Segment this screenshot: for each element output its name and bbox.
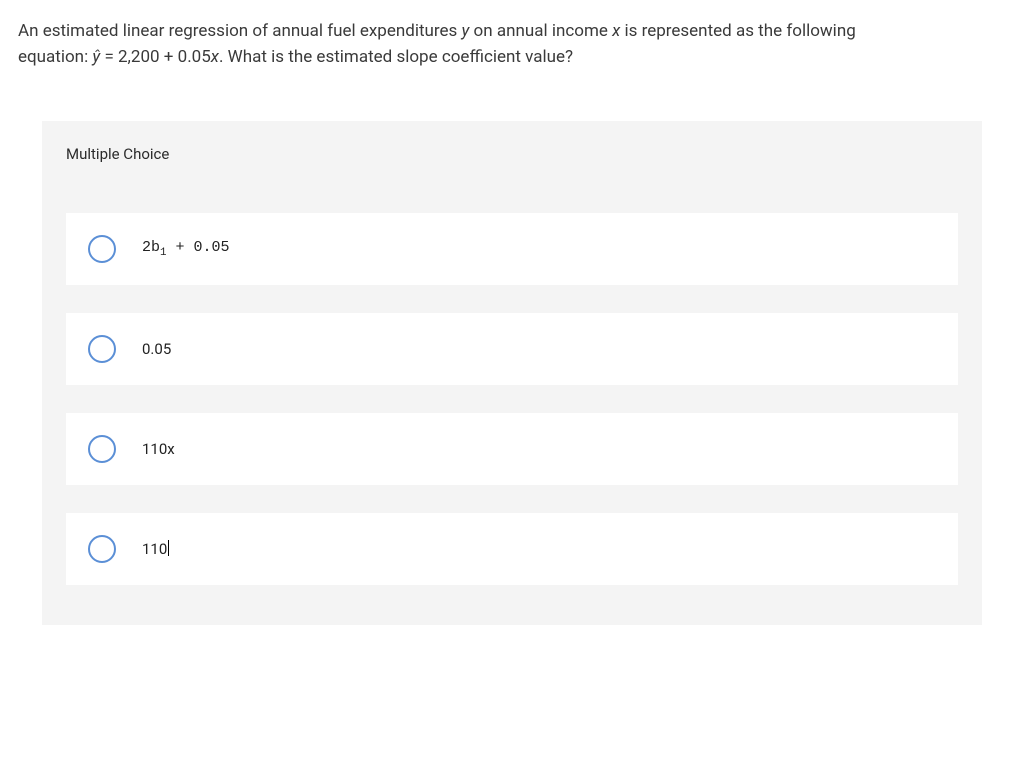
- options-list: 2b1 + 0.05 0.05 110x 110: [42, 213, 982, 625]
- question-eq-mid: = 2,200 + 0.05: [100, 47, 211, 67]
- multiple-choice-header: Multiple Choice: [42, 121, 982, 185]
- question-text: An estimated linear regression of annual…: [18, 18, 1006, 71]
- text-cursor-icon: [168, 540, 169, 556]
- option-a-post: + 0.05: [167, 239, 230, 256]
- option-a-sub: 1: [160, 247, 166, 259]
- answer-panel: Multiple Choice 2b1 + 0.05 0.05 110x 110: [42, 121, 982, 625]
- option-a[interactable]: 2b1 + 0.05: [66, 213, 958, 285]
- option-a-pre: 2b: [142, 239, 160, 256]
- radio-icon[interactable]: [88, 235, 116, 263]
- option-c-x: x: [167, 440, 174, 458]
- radio-icon[interactable]: [88, 535, 116, 563]
- option-d[interactable]: 110: [66, 513, 958, 585]
- option-b[interactable]: 0.05: [66, 313, 958, 385]
- option-b-label: 0.05: [142, 340, 171, 358]
- option-d-label: 110: [142, 540, 169, 558]
- option-a-label: 2b1 + 0.05: [142, 239, 230, 259]
- option-c-label: 110x: [142, 440, 175, 458]
- option-c[interactable]: 110x: [66, 413, 958, 485]
- question-line2-post: . What is the estimated slope coefficien…: [219, 47, 573, 67]
- option-c-pre: 110: [142, 440, 167, 458]
- radio-icon[interactable]: [88, 435, 116, 463]
- question-line1-pre: An estimated linear regression of annual…: [18, 21, 462, 41]
- question-line1-mid: on annual income: [469, 21, 612, 41]
- question-line1-post: is represented as the following: [620, 21, 856, 41]
- radio-icon[interactable]: [88, 335, 116, 363]
- option-d-text: 110: [142, 540, 167, 558]
- question-line2-pre: equation:: [18, 47, 92, 67]
- question-eq-x: x: [211, 47, 219, 67]
